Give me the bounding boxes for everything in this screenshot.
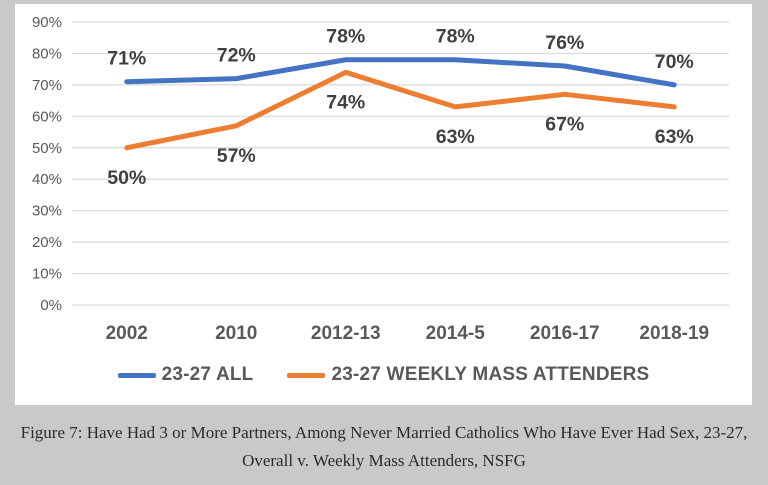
svg-text:30%: 30% xyxy=(32,203,62,220)
svg-text:50%: 50% xyxy=(32,140,62,157)
legend-item-all: 23-27 ALL xyxy=(117,364,254,386)
svg-text:2014-5: 2014-5 xyxy=(426,323,486,344)
svg-text:80%: 80% xyxy=(32,45,62,62)
chart-legend: 23-27 ALL 23-27 WEEKLY MASS ATTENDERS xyxy=(15,364,752,386)
line-chart-plot: 0% 10% 20% 30% 40% 50% 60% 70% 80% 90% 2002 2010 201… xyxy=(32,14,729,344)
svg-text:67%: 67% xyxy=(545,113,584,135)
svg-text:2010: 2010 xyxy=(215,323,257,344)
svg-text:57%: 57% xyxy=(217,145,256,167)
svg-text:60%: 60% xyxy=(32,108,62,125)
svg-text:50%: 50% xyxy=(107,167,146,189)
svg-text:20%: 20% xyxy=(32,234,62,251)
svg-text:78%: 78% xyxy=(436,26,475,48)
svg-text:63%: 63% xyxy=(436,126,475,148)
caption-line-2: Overall v. Weekly Mass Attenders, NSFG xyxy=(242,450,526,470)
svg-text:10%: 10% xyxy=(32,266,62,283)
svg-text:63%: 63% xyxy=(655,126,694,148)
svg-text:70%: 70% xyxy=(32,77,62,94)
figure-caption: Figure 7: Have Had 3 or More Partners, A… xyxy=(0,419,768,474)
legend-label-all: 23-27 ALL xyxy=(161,364,254,385)
legend-label-weekly-mass: 23-27 WEEKLY MASS ATTENDERS xyxy=(331,364,650,385)
svg-text:74%: 74% xyxy=(326,91,365,113)
legend-line-swatch-orange xyxy=(287,372,326,378)
legend-line-swatch-blue xyxy=(117,372,156,378)
svg-text:2016-17: 2016-17 xyxy=(530,323,600,344)
svg-text:70%: 70% xyxy=(655,51,694,73)
caption-line-1: Figure 7: Have Had 3 or More Partners, A… xyxy=(20,423,748,442)
svg-text:40%: 40% xyxy=(32,171,62,188)
chart-card: 0% 10% 20% 30% 40% 50% 60% 70% 80% 90% 2002 2010 201… xyxy=(15,4,752,405)
svg-text:76%: 76% xyxy=(545,32,584,54)
svg-text:2012-13: 2012-13 xyxy=(311,323,381,344)
svg-text:0%: 0% xyxy=(40,297,62,314)
legend-item-weekly-mass: 23-27 WEEKLY MASS ATTENDERS xyxy=(287,364,649,386)
svg-text:71%: 71% xyxy=(107,48,146,70)
svg-text:78%: 78% xyxy=(326,26,365,48)
svg-text:2002: 2002 xyxy=(106,323,148,344)
svg-text:2018-19: 2018-19 xyxy=(639,323,709,344)
svg-text:90%: 90% xyxy=(32,14,62,31)
svg-text:72%: 72% xyxy=(217,45,256,67)
